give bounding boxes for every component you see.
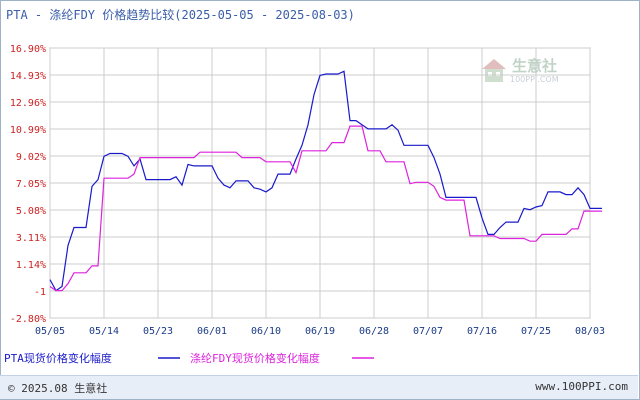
- x-tick-label: 07/07: [413, 326, 443, 337]
- y-tick-label: 10.99%: [10, 125, 46, 136]
- legend-label: PTA现货价格变化幅度: [4, 351, 112, 365]
- footer-copyright: © 2025.08 生意社: [8, 382, 108, 395]
- watermark-text: 生意社: [512, 57, 558, 75]
- y-tick-label: 7.05%: [16, 179, 46, 190]
- title-name: PTA - 涤纶FDY 价格趋势比较: [6, 8, 175, 22]
- y-tick-label: 9.02%: [16, 152, 46, 163]
- footer-url[interactable]: www.100PPI.com: [535, 380, 628, 393]
- title-range: (2025-05-05 - 2025-08-03): [174, 8, 355, 22]
- y-tick-label: 14.93%: [10, 71, 46, 82]
- watermark-logo: 生意社 100PPI.COM: [480, 55, 580, 91]
- x-tick-label: 06/28: [359, 326, 389, 337]
- x-tick-label: 08/03: [575, 326, 605, 337]
- watermark-sub: 100PPI.COM: [510, 75, 559, 84]
- x-tick-label: 05/23: [143, 326, 173, 337]
- x-tick-label: 07/16: [467, 326, 497, 337]
- y-tick-label: 1.14%: [16, 260, 46, 271]
- chart-title: PTA - 涤纶FDY 价格趋势比较(2025-05-05 - 2025-08-…: [6, 6, 355, 23]
- x-tick-label: 06/10: [251, 326, 281, 337]
- x-tick-label: 06/01: [197, 326, 227, 337]
- y-tick-label: -2.80%: [10, 314, 46, 325]
- x-tick-label: 05/05: [35, 326, 65, 337]
- y-tick-label: 5.08%: [16, 206, 46, 217]
- x-tick-label: 05/14: [89, 326, 119, 337]
- legend-label: 涤纶FDY现货价格变化幅度: [190, 351, 320, 365]
- y-tick-label: 12.96%: [10, 98, 46, 109]
- y-tick-label: 16.90%: [10, 44, 46, 55]
- x-tick-label: 07/25: [521, 326, 551, 337]
- y-tick-label: 3.11%: [16, 233, 46, 244]
- footer-bar: © 2025.08 生意社 www.100PPI.com: [0, 375, 638, 399]
- series-line-fdy: [49, 125, 602, 292]
- series-line-pta: [49, 70, 602, 292]
- x-tick-label: 06/19: [305, 326, 335, 337]
- y-tick-label: -1: [34, 287, 46, 298]
